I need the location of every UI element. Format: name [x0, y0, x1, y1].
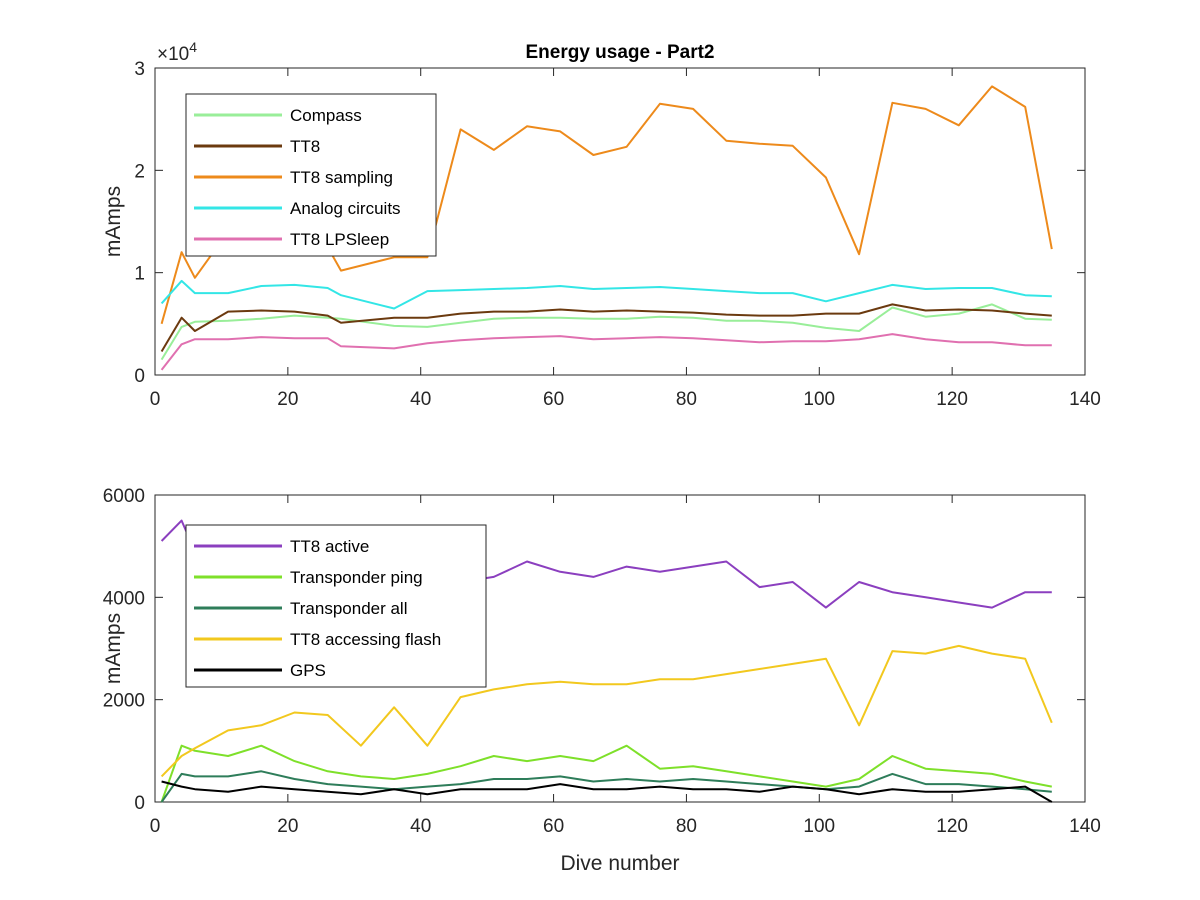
legend-entry: GPS	[290, 661, 326, 680]
top-axes: 0 20 40 60 80 100 120 140 0 1 2 3 ×104 mAmps Compass TT…	[102, 39, 1101, 410]
y-tick-label: 2	[134, 161, 145, 182]
legend-entry: TT8 active	[290, 537, 369, 556]
figure-title: Energy usage - Part2	[525, 42, 714, 63]
legend: TT8 active Transponder ping Transponder al…	[185, 524, 487, 688]
x-tick-label: 20	[277, 816, 298, 837]
series-line-tt8-accessing-flash	[160, 644, 1053, 778]
legend-box	[185, 524, 487, 688]
x-tick-label: 60	[543, 816, 564, 837]
x-tick-label: 80	[676, 816, 697, 837]
y-tick-label: 1	[134, 264, 145, 285]
x-tick-label: 0	[150, 389, 161, 410]
legend-entry: TT8	[290, 137, 320, 156]
legend-entry: Analog circuits	[290, 199, 401, 218]
x-tick-label: 120	[936, 389, 968, 410]
x-tick-label: 60	[543, 389, 564, 410]
x-tick-label: 140	[1069, 389, 1101, 410]
legend-entry: Transponder all	[290, 599, 408, 618]
y-exponent-power: 4	[189, 39, 197, 55]
legend-box	[185, 93, 437, 257]
x-tick-label: 100	[803, 389, 835, 410]
x-tick-label: 80	[676, 389, 697, 410]
legend-entry: TT8 LPSleep	[290, 230, 389, 249]
y-tick-label: 4000	[103, 588, 145, 609]
series-line-tt8	[160, 303, 1052, 353]
y-tick-label: 3	[134, 59, 145, 80]
x-tick-label: 140	[1069, 816, 1101, 837]
series-line-analog-circuits	[160, 279, 1052, 310]
legend-entry: TT8 accessing flash	[290, 630, 441, 649]
y-tick-label: 0	[134, 793, 145, 814]
y-tick-label: 0	[134, 366, 145, 387]
series-line-tt8-lpsleep	[160, 333, 1052, 371]
x-axis-label: Dive number	[560, 852, 679, 875]
x-tick-label: 40	[410, 816, 431, 837]
y-axis-label: mAmps	[102, 613, 125, 684]
series-line-transponder-ping	[160, 744, 1052, 803]
bottom-axes: 0 20 40 60 80 100 120 140 0 2000 4000 6000 mAmps Dive…	[102, 486, 1101, 875]
y-tick-label: 6000	[103, 486, 145, 507]
legend: Compass TT8 TT8 sampling Analog circuits TT8…	[185, 93, 437, 257]
legend-entry: Compass	[290, 106, 362, 125]
y-axis-label: mAmps	[102, 186, 125, 257]
series-line-compass	[160, 303, 1052, 361]
x-tick-label: 40	[410, 389, 431, 410]
y-tick-label: 2000	[103, 691, 145, 712]
series-line-transponder-all	[160, 770, 1052, 803]
legend-entry: TT8 sampling	[290, 168, 393, 187]
y-exponent-label: ×104	[157, 39, 197, 65]
x-tick-label: 20	[277, 389, 298, 410]
x-tick-label: 120	[936, 816, 968, 837]
series-line-gps	[161, 780, 1053, 803]
x-tick-label: 0	[150, 816, 161, 837]
legend-entry: Transponder ping	[290, 568, 423, 587]
x-tick-label: 100	[803, 816, 835, 837]
